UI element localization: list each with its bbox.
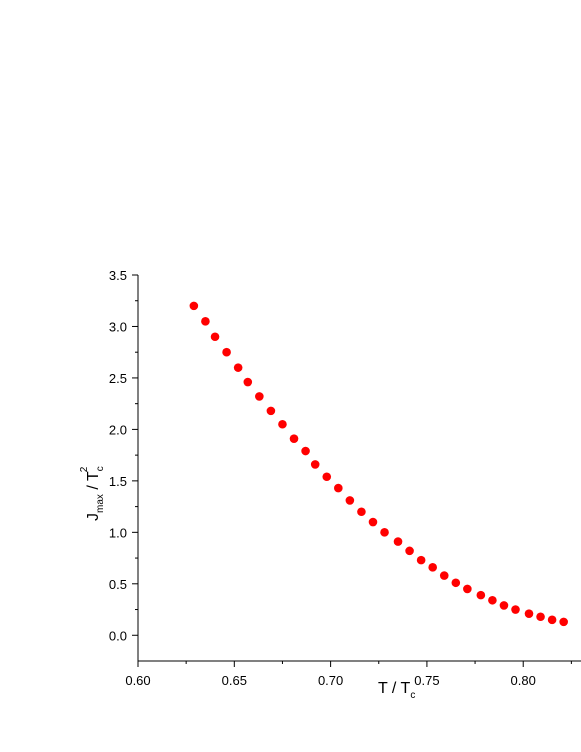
data-points	[189, 301, 568, 627]
data-point	[393, 537, 403, 546]
data-point	[345, 496, 355, 505]
x-tick-label: 0.70	[318, 673, 343, 688]
y-tick-label: 3.0	[109, 319, 127, 334]
data-point	[289, 434, 299, 443]
data-point	[476, 590, 486, 600]
data-point	[368, 517, 378, 527]
data-point	[547, 615, 557, 625]
data-point	[255, 392, 264, 401]
data-point	[451, 578, 461, 588]
data-point	[310, 460, 320, 469]
data-point	[536, 612, 545, 622]
x-ticks: 0.60 0.65 0.70 0.75 0.80	[125, 661, 572, 688]
data-point	[428, 563, 437, 572]
y-tick-label: 0.5	[109, 577, 127, 592]
y-axis-title-mid: / T	[85, 471, 102, 494]
data-point	[201, 317, 210, 326]
x-axis-title: T / Tc	[378, 680, 415, 701]
data-point	[243, 377, 253, 387]
data-point	[559, 617, 568, 627]
y-axis-title: Jmax / Tc2	[79, 466, 106, 521]
data-point	[189, 301, 199, 311]
axes	[137, 275, 581, 662]
x-tick-label: 0.60	[125, 673, 150, 688]
data-point	[210, 332, 220, 342]
data-point	[511, 605, 520, 614]
y-tick-label: 2.0	[109, 422, 127, 437]
data-point	[463, 584, 472, 594]
x-tick-label: 0.75	[414, 673, 439, 688]
data-point	[357, 507, 366, 517]
y-axis-title-main: J	[85, 513, 102, 521]
data-point	[380, 528, 389, 537]
data-point	[499, 601, 509, 610]
y-axis-title-sub: max	[95, 494, 106, 513]
data-point	[266, 406, 276, 416]
data-point	[488, 595, 497, 605]
data-point	[524, 609, 534, 618]
y-axis-title-sub2: c	[95, 466, 106, 471]
data-point	[439, 571, 449, 580]
data-point	[322, 472, 332, 482]
data-point	[222, 347, 231, 357]
data-point	[233, 363, 243, 372]
y-tick-label: 2.5	[109, 371, 127, 386]
x-axis-title-main: T / T	[378, 680, 411, 697]
y-tick-label: 0.0	[109, 628, 127, 643]
y-ticks: 0.0 0.5 1.0 1.5 2.0 2.5 3.0 3.5	[109, 268, 138, 643]
y-tick-label: 1.0	[109, 525, 127, 540]
y-tick-label: 3.5	[109, 268, 127, 283]
x-tick-label: 0.65	[222, 673, 247, 688]
data-point	[301, 446, 310, 456]
x-axis-title-sub: c	[410, 690, 415, 701]
data-point	[405, 546, 414, 556]
x-tick-label: 0.80	[511, 673, 536, 688]
data-point	[278, 419, 287, 429]
data-point	[416, 555, 426, 565]
data-point	[334, 483, 343, 493]
y-tick-label: 1.5	[109, 474, 127, 489]
y-axis-title-sup: 2	[79, 466, 90, 472]
